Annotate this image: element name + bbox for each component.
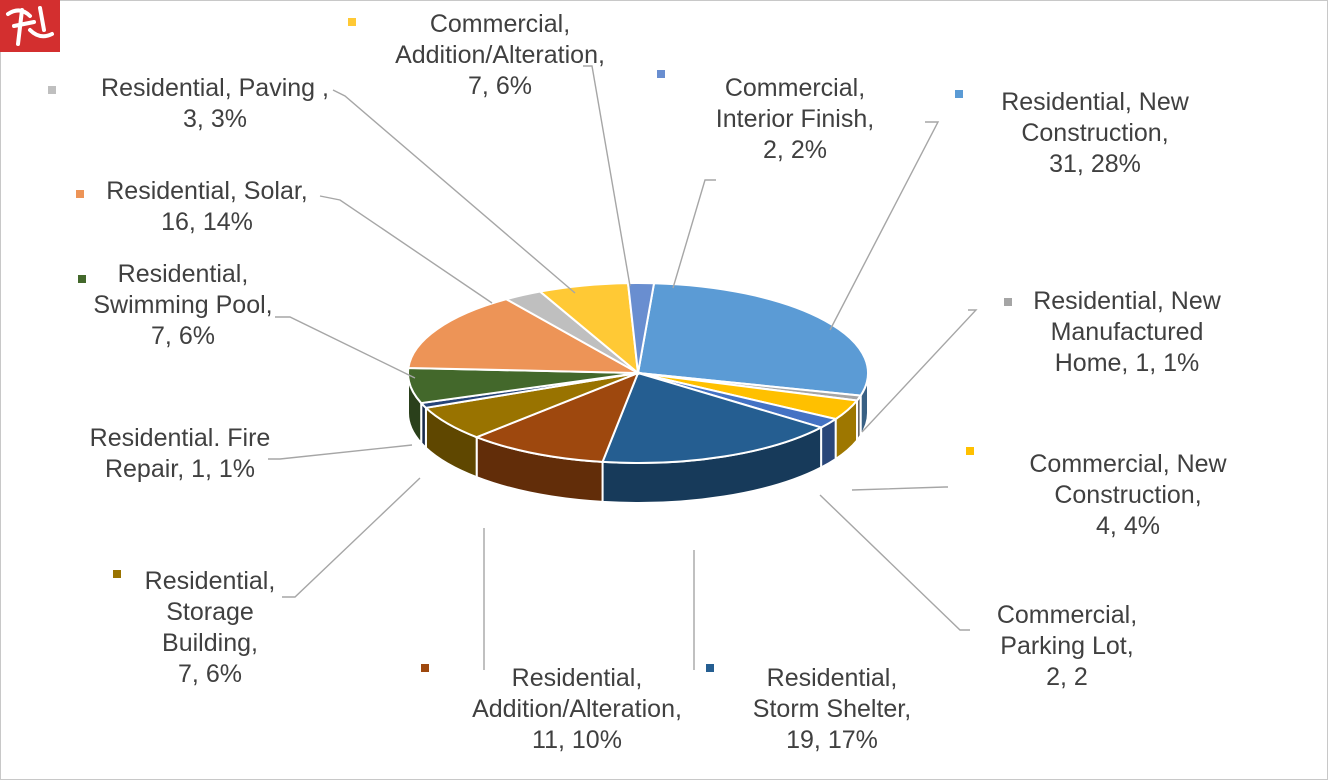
data-label-line: Home, 1, 1% — [1055, 349, 1200, 377]
label-marker-commercial-new-construction — [966, 447, 974, 455]
data-label-line: Commercial, — [997, 601, 1137, 629]
data-label-line: 4, 4% — [1096, 512, 1160, 540]
data-label-line: Residential. Fire — [90, 424, 271, 452]
data-label-residential-swimming-pool: Residential, Swimming Pool, 7, 6% — [93, 260, 272, 350]
leader-line-residential-solar — [319, 195, 493, 304]
data-label-line: Repair, 1, 1% — [105, 455, 255, 483]
data-label-line: 16, 14% — [161, 208, 253, 236]
leader-line-residential-paving — [332, 89, 576, 294]
data-label-line: Storage — [166, 598, 254, 626]
leader-line-residential-storage-building — [282, 477, 421, 598]
logo-icon — [0, 0, 60, 52]
data-label-line: Addition/Alteration, — [472, 695, 682, 723]
label-marker-commercial-addition-alteration — [348, 18, 356, 26]
leader-lines — [268, 65, 978, 670]
slice-residential-solar — [407, 298, 639, 374]
data-label-line: 7, 6% — [151, 322, 215, 350]
data-label-line: Residential, Solar, — [106, 177, 308, 205]
data-label-line: Commercial, — [430, 10, 570, 38]
leader-line-commercial-interior-finish — [672, 179, 716, 289]
data-label-line: 2, 2 — [1046, 663, 1088, 691]
slice-residential-storm-shelter — [601, 371, 824, 464]
data-label-line: Parking Lot, — [1000, 632, 1133, 660]
data-label-line: Building, — [162, 629, 258, 657]
label-marker-residential-addition-alteration — [421, 664, 429, 672]
leader-line-commercial-parking-lot — [819, 494, 970, 631]
label-marker-commercial-interior-finish — [657, 70, 665, 78]
data-label-line: Storm Shelter, — [753, 695, 911, 723]
label-marker-residential-new-manufactured-home — [1004, 298, 1012, 306]
leader-line-residential-new-construction — [829, 121, 940, 331]
slice-commercial-interior-finish — [626, 282, 656, 374]
label-marker-residential-solar — [76, 190, 84, 198]
data-label-line: 31, 28% — [1049, 150, 1141, 178]
data-label-residential-storm-shelter: Residential, Storm Shelter, 19, 17% — [753, 664, 911, 754]
data-label-line: Residential, — [145, 567, 276, 595]
data-label-line: Commercial, New — [1029, 450, 1227, 478]
data-label-residential-new-construction: Residential, New Construction, 31, 28% — [1001, 88, 1190, 178]
data-label-line: Residential, New — [1001, 88, 1190, 116]
label-marker-residential-swimming-pool — [78, 275, 86, 283]
data-label-residential-new-manufactured-home: Residential, New Manufactured Home, 1, 1% — [1033, 287, 1222, 377]
data-label-commercial-new-construction: Commercial, New Construction, 4, 4% — [1029, 450, 1227, 540]
data-label-line: Manufactured — [1051, 318, 1204, 346]
data-label-line: Residential, Paving , — [101, 74, 329, 102]
data-label-line: 3, 3% — [183, 105, 247, 133]
data-label-line: 2, 2% — [763, 136, 827, 164]
data-label-commercial-addition-alteration: Commercial, Addition/Alteration, 7, 6% — [395, 10, 605, 100]
label-marker-residential-storage-building — [113, 570, 121, 578]
leader-line-residential-new-manufactured-home — [861, 309, 978, 433]
slice-residential-addition-alteration — [473, 371, 640, 463]
data-label-commercial-interior-finish: Commercial, Interior Finish, 2, 2% — [716, 74, 874, 164]
data-label-line: 19, 17% — [786, 726, 878, 754]
data-label-line: Interior Finish, — [716, 105, 874, 133]
data-label-residential-solar: Residential, Solar, 16, 14% — [106, 177, 308, 236]
data-labels: Residential, New Construction, 31, 28%Resi… — [48, 10, 1228, 754]
data-label-line: Residential, New — [1033, 287, 1222, 315]
label-marker-residential-new-construction — [955, 90, 963, 98]
data-label-line: Commercial, — [725, 74, 865, 102]
leader-line-commercial-addition-alteration — [583, 65, 631, 287]
data-label-line: 11, 10% — [532, 726, 622, 754]
data-label-line: Residential, — [512, 664, 643, 692]
data-label-commercial-parking-lot: Commercial, Parking Lot, 2, 2 — [997, 601, 1137, 691]
data-label-line: Residential, — [767, 664, 898, 692]
label-marker-residential-storm-shelter — [706, 664, 714, 672]
slice-residential-new-construction — [636, 282, 869, 397]
pie-slices-layer — [407, 282, 869, 464]
data-label-residential-storage-building: Residential, Storage Building, 7, 6% — [145, 567, 276, 688]
data-label-line: 7, 6% — [178, 660, 242, 688]
data-label-line: Addition/Alteration, — [395, 41, 605, 69]
label-marker-residential-paving — [48, 86, 56, 94]
data-label-line: 7, 6% — [468, 72, 532, 100]
data-label-residential-paving: Residential, Paving , 3, 3% — [101, 74, 329, 133]
data-label-residential-addition-alteration: Residential, Addition/Alteration, 11, 10% — [472, 664, 682, 754]
data-label-line: Construction, — [1054, 481, 1201, 509]
data-label-residential-fire-repair: Residential. Fire Repair, 1, 1% — [90, 424, 271, 483]
data-label-line: Swimming Pool, — [93, 291, 272, 319]
leader-line-commercial-new-construction — [851, 486, 948, 491]
leader-line-residential-swimming-pool — [275, 316, 416, 379]
data-label-line: Residential, — [118, 260, 249, 288]
data-label-line: Construction, — [1021, 119, 1168, 147]
leader-line-residential-fire-repair — [268, 444, 413, 460]
